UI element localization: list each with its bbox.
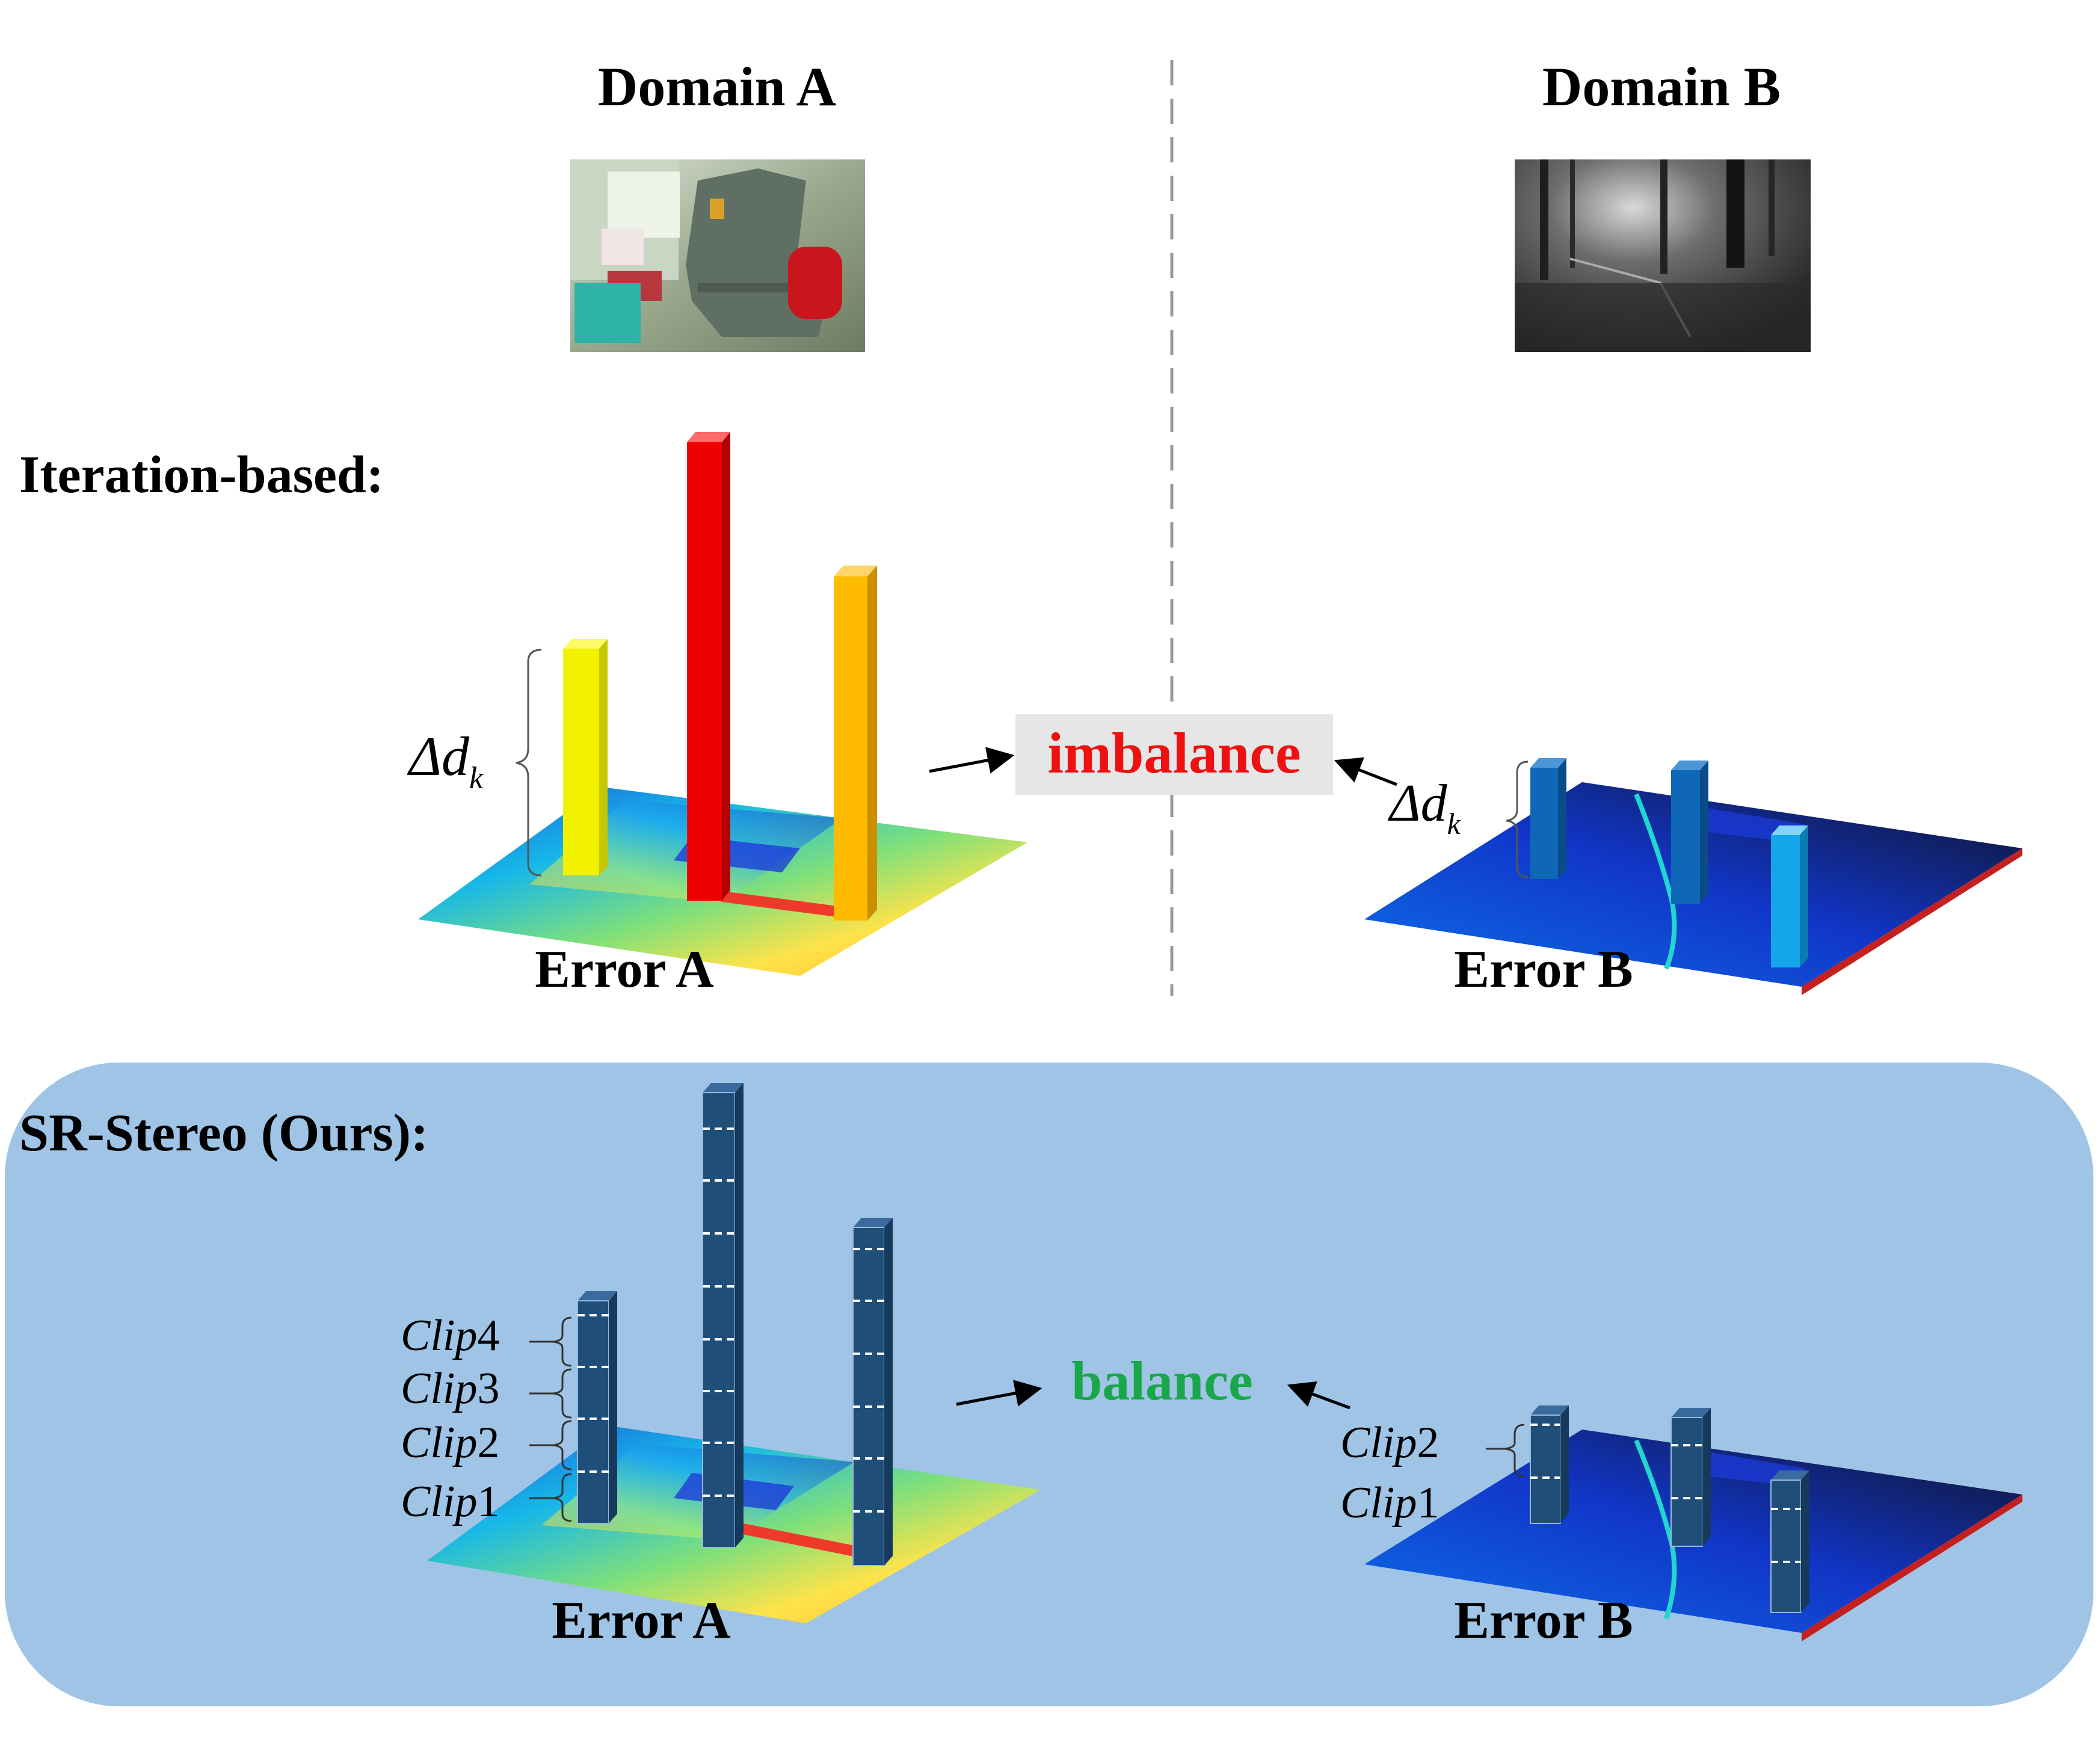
photo-b (1515, 159, 1811, 352)
bar-a-yellow (563, 639, 608, 875)
delta-d-label-b: Δdk (1388, 774, 1461, 841)
bar-ours-b-1 (1530, 1405, 1569, 1524)
arrow-icon (1287, 1381, 1350, 1410)
bar-a-red (687, 432, 730, 901)
svg-text:Clip1: Clip1 (1340, 1478, 1439, 1528)
bar-b-dark-1 (1530, 758, 1566, 879)
brace-icon (516, 649, 542, 877)
sr-stereo-label: SR-Stereo (Ours): (19, 1104, 428, 1162)
arrow-icon (1334, 757, 1397, 786)
clip-labels-a: Clip4 Clip3 Clip2 Clip1 (401, 1311, 572, 1526)
bar-ours-a-2 (702, 1083, 744, 1548)
error-a-label-bottom: Error A (552, 1591, 730, 1650)
balance-label: balance (1071, 1350, 1253, 1412)
arrow-icon (929, 747, 1015, 774)
domain-b-title: Domain B (1542, 56, 1781, 117)
bar-b-light (1771, 825, 1808, 967)
clip-labels-b: Clip2 Clip1 (1340, 1418, 1525, 1528)
bar-a-orange (834, 566, 877, 921)
svg-text:Clip3: Clip3 (401, 1364, 499, 1413)
imbalance-label: imbalance (1047, 721, 1301, 785)
arrow-icon (956, 1380, 1042, 1407)
bar-ours-a-3 (852, 1218, 893, 1566)
svg-text:Clip2: Clip2 (1340, 1418, 1439, 1467)
bar-ours-b-3 (1770, 1470, 1809, 1613)
svg-text:Clip1: Clip1 (401, 1477, 499, 1526)
error-b-label-bottom: Error B (1454, 1591, 1633, 1650)
domain-a-title: Domain A (598, 56, 836, 117)
error-b-label-top: Error B (1454, 940, 1633, 999)
iteration-based-label: Iteration-based: (19, 446, 384, 504)
brace-icon (1506, 761, 1529, 878)
bar-ours-a-1 (577, 1291, 617, 1524)
error-a-label-top: Error A (535, 940, 713, 999)
delta-d-label-a: Δdk (407, 726, 484, 795)
bar-ours-b-2 (1670, 1408, 1711, 1547)
bar-b-dark-2 (1671, 761, 1708, 904)
svg-text:Clip2: Clip2 (401, 1418, 499, 1467)
photo-a (570, 159, 865, 352)
svg-text:Clip4: Clip4 (401, 1311, 499, 1360)
imbalance-box (1015, 714, 1333, 795)
